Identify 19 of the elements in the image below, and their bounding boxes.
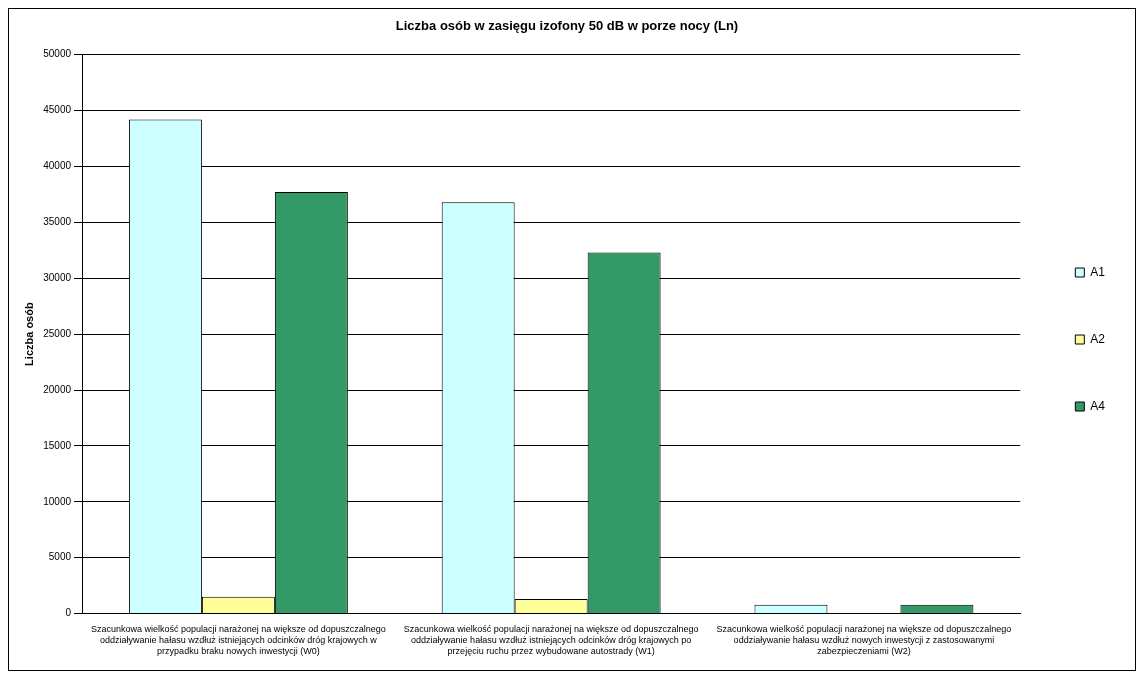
y-axis-title: Liczba osób	[22, 302, 35, 366]
legend-label: A2	[1090, 331, 1106, 346]
y-tick-label: 0	[65, 607, 72, 619]
legend-label: A4	[1090, 398, 1106, 413]
y-tick-label: 40000	[43, 160, 72, 172]
y-tick-label: 25000	[43, 327, 72, 339]
chart-title: Liczba osób w zasięgu izofony 50 dB w porze nocy (Ln)	[395, 18, 739, 34]
y-tick-label: 15000	[43, 439, 72, 451]
x-tick-label: Szacunkowa wielkość populacji narażonej na większe od dopuszczalnego oddziaływanie hałasu wzdłuż nowych inwestycji z zastosowanymi zabezpieczeniami (W2)	[716, 624, 1012, 657]
y-tick-label: 10000	[43, 495, 72, 507]
y-tick-label: 20000	[43, 383, 72, 395]
y-tick-label: 50000	[43, 48, 72, 60]
x-tick-label: Szacunkowa wielkość populacji narażonej na większe od dopuszczalnego oddziaływanie hałasu wzdłuż istniejących odcinków dróg krajowych w przypadku braku nowych inwestycji (W0)	[91, 624, 386, 657]
y-tick-label: 30000	[43, 271, 72, 283]
x-tick-label: Szacunkowa wielkość populacji narażonej na większe od dopuszczalnego oddziaływanie hałasu wzdłuż istniejących odcinków dróg krajowych po przejęciu ruchu przez wybudowane autostrady (W1)	[403, 624, 699, 657]
y-tick-label: 45000	[43, 104, 72, 116]
y-tick-label: 35000	[43, 216, 72, 228]
legend-label: A1	[1090, 264, 1106, 279]
y-tick-label: 5000	[48, 551, 72, 563]
